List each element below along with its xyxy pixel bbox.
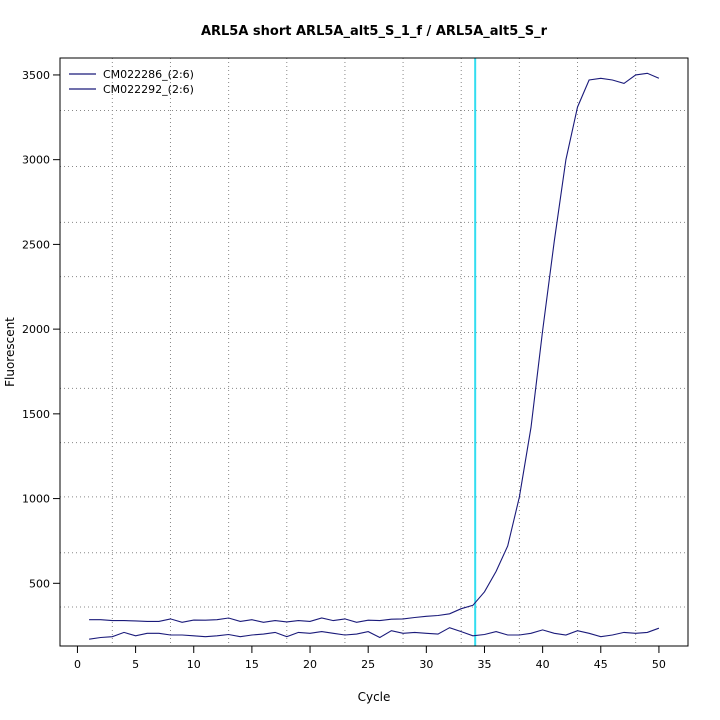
chart-title: ARL5A short ARL5A_alt5_S_1_f / ARL5A_alt… (201, 24, 548, 39)
y-tick-label: 2500 (22, 238, 50, 251)
x-tick-label: 10 (187, 658, 201, 671)
y-tick-label: 2000 (22, 323, 50, 336)
x-tick-label: 50 (652, 658, 666, 671)
series-layer (89, 72, 660, 640)
x-tick-label: 0 (74, 658, 81, 671)
y-tick-label: 1500 (22, 408, 50, 421)
y-tick-label: 3500 (22, 69, 50, 82)
y-axis-label: Fluorescent (3, 317, 17, 387)
legend-label: CM022292_(2:6) (103, 83, 194, 96)
legend-label: CM022286_(2:6) (103, 68, 194, 81)
x-tick-label: 40 (536, 658, 550, 671)
x-tick-label: 45 (594, 658, 608, 671)
x-tick-label: 30 (419, 658, 433, 671)
legend: CM022286_(2:6) CM022292_(2:6) (69, 68, 194, 96)
y-tick-label: 1000 (22, 493, 50, 506)
grid (60, 58, 688, 646)
y-axis: 500 1000 1500 2000 2500 3000 3500 (22, 69, 60, 590)
x-tick-label: 5 (132, 658, 139, 671)
y-tick-label: 3000 (22, 154, 50, 167)
x-tick-label: 25 (361, 658, 375, 671)
y-tick-label: 500 (29, 577, 50, 590)
x-tick-label: 15 (245, 658, 259, 671)
series-line-2 (89, 627, 660, 640)
series-line-1 (89, 72, 660, 623)
x-axis: 0 5 10 15 20 25 30 35 40 45 50 (74, 645, 666, 671)
x-axis-label: Cycle (358, 690, 391, 704)
plot-frame (59, 57, 689, 647)
x-tick-label: 35 (477, 658, 491, 671)
x-tick-label: 20 (303, 658, 317, 671)
